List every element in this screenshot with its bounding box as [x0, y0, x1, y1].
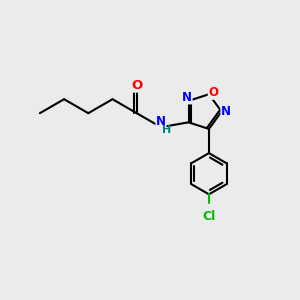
Text: Cl: Cl — [202, 210, 216, 223]
Text: N: N — [156, 116, 166, 128]
Text: O: O — [131, 79, 142, 92]
Text: O: O — [208, 86, 218, 99]
Text: N: N — [182, 91, 192, 104]
Text: N: N — [221, 105, 231, 118]
Text: H: H — [162, 124, 171, 134]
